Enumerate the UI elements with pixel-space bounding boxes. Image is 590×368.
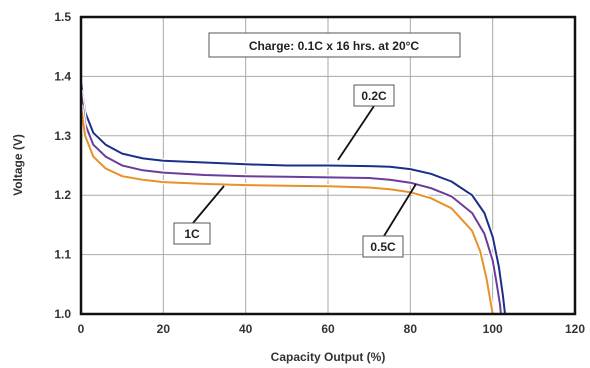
x-tick-label: 100: [483, 322, 503, 336]
callout-0-2c: 0.2C: [337, 84, 395, 161]
x-tick-label: 40: [239, 322, 253, 336]
series-label-0-2c: 0.2C: [361, 89, 387, 103]
y-tick-label: 1.5: [54, 10, 71, 24]
y-axis-label: Voltage (V): [11, 134, 25, 196]
x-tick-label: 0: [78, 322, 85, 336]
callout-box: [362, 235, 404, 258]
x-tick-label: 120: [565, 322, 585, 336]
y-tick-label: 1.4: [54, 69, 71, 83]
callout-box: [353, 84, 395, 107]
callout-box: [173, 222, 211, 245]
series-line-1c: [80, 105, 494, 315]
series-group: [78, 80, 508, 317]
series-line-0-5c: [80, 90, 502, 315]
charge-annotation: Charge: 0.1C x 16 hrs. at 20°C: [208, 32, 461, 58]
callout-leader: [383, 183, 417, 237]
y-tick-label: 1.3: [54, 129, 71, 143]
y-tick-label: 1.0: [54, 307, 71, 321]
series-line-0-2c: [80, 81, 506, 315]
annotation-box: [208, 32, 461, 58]
series-label-0-5c: 0.5C: [370, 240, 396, 254]
annotation-text: Charge: 0.1C x 16 hrs. at 20°C: [249, 39, 420, 53]
tick-labels: 0 20 40 60 80 100 120 1.0 1.1 1.2 1.3 1.4 1.5: [54, 10, 585, 336]
x-tick-label: 60: [321, 322, 335, 336]
x-tick-label: 80: [404, 322, 418, 336]
callout-0-5c: 0.5C: [362, 183, 417, 258]
y-tick-label: 1.1: [54, 248, 71, 262]
x-axis-label: Capacity Output (%): [271, 350, 386, 364]
series-label-1c: 1C: [184, 227, 200, 241]
plot-frame: [79, 15, 577, 316]
callout-leader: [337, 105, 375, 161]
x-tick-label: 20: [157, 322, 171, 336]
callout-1c: 1C: [173, 185, 225, 245]
callout-leader: [192, 185, 225, 224]
y-tick-label: 1.2: [54, 188, 71, 202]
